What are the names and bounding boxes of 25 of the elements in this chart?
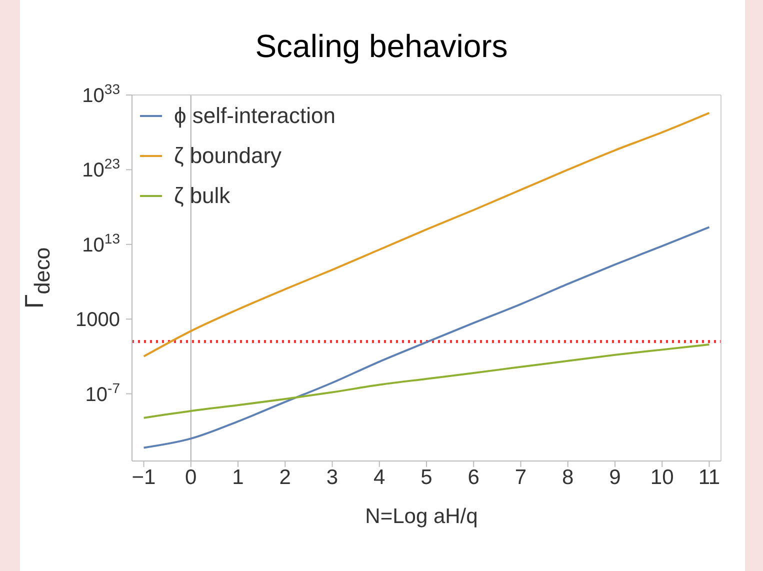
x-tick-label: 8 bbox=[562, 466, 574, 489]
y-tick-label: 1000 bbox=[76, 309, 120, 332]
legend-label: ϕ self-interaction bbox=[174, 103, 336, 129]
x-tick-label: 5 bbox=[420, 466, 432, 489]
x-tick-label: 2 bbox=[279, 466, 291, 489]
legend-label: ζ boundary bbox=[174, 143, 282, 169]
x-tick-label: 3 bbox=[326, 466, 338, 489]
x-tick-label: 1 bbox=[232, 466, 244, 489]
line-series bbox=[142, 343, 710, 419]
x-tick-label: 6 bbox=[468, 466, 480, 489]
x-tick-label: 0 bbox=[185, 466, 197, 489]
y-tick-label: 10$^{33}$ bbox=[82, 81, 120, 107]
x-tick-label: 10 bbox=[650, 466, 674, 489]
x-axis-title: N=Log aH/q bbox=[364, 505, 479, 529]
x-tick-label: 4 bbox=[374, 466, 386, 489]
x-tick-label: 9 bbox=[609, 466, 621, 489]
y-tick-label: 10$^{23}$ bbox=[82, 156, 120, 182]
y-tick-label: 10$^{-7}$ bbox=[85, 380, 120, 406]
y-tick-label: 10$^{13}$ bbox=[82, 230, 120, 256]
x-tick-label: −1 bbox=[132, 466, 156, 489]
x-tick-label: 7 bbox=[514, 466, 527, 489]
chart-title: Scaling behaviors bbox=[254, 28, 509, 65]
legend-label: ζ bulk bbox=[174, 183, 230, 209]
line-series bbox=[142, 226, 710, 449]
x-tick-label: 11 bbox=[698, 466, 720, 489]
